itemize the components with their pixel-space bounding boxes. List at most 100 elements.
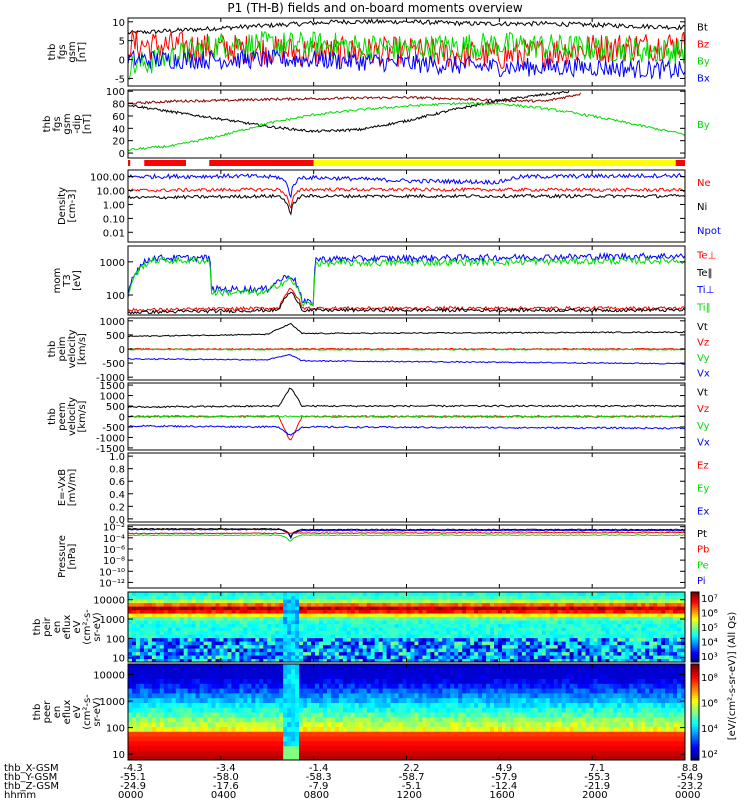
y-axis-label-line: Pressure bbox=[57, 535, 68, 578]
mode-segment bbox=[128, 160, 131, 166]
y-tick-label: 100.00 bbox=[90, 173, 125, 184]
y-axis-label-line: thb bbox=[47, 408, 58, 425]
legend-entry: Vy bbox=[697, 353, 710, 364]
legend-entry: Vx bbox=[697, 368, 710, 379]
y-axis-label-line: en bbox=[52, 621, 63, 634]
legend-entry: Pi bbox=[697, 576, 706, 587]
x-row-label: thb_Z-GSM bbox=[4, 781, 59, 792]
y-axis-label-line: gsm bbox=[62, 113, 73, 134]
y-axis-label-line: thb bbox=[32, 704, 43, 721]
y-tick-label: 5 bbox=[119, 37, 125, 48]
y-tick-label: 60 bbox=[112, 112, 125, 123]
y-axis-label-line: gsm bbox=[67, 41, 78, 62]
y-tick-label: -1000 bbox=[96, 433, 125, 444]
mode-segment bbox=[130, 160, 145, 166]
legend-entry: Ey bbox=[697, 484, 709, 495]
y-axis-label-line: [km/s] bbox=[77, 400, 88, 432]
mode-segment bbox=[144, 160, 187, 166]
legend-entry: Ez bbox=[697, 461, 709, 472]
y-axis-label-line: fgs bbox=[52, 116, 63, 131]
y-axis-label-line: en bbox=[52, 706, 63, 719]
x-row-value: -58.0 bbox=[213, 772, 239, 783]
x-row-value: -58.3 bbox=[306, 772, 332, 783]
panel-4: 100 1000 mom T3 [eV] Te⊥ Te‖ Ti⊥ Ti‖ bbox=[52, 245, 716, 316]
legend-entry: Npot bbox=[697, 226, 721, 237]
y-tick-label: 1.0 bbox=[109, 452, 125, 463]
x-tick-label: 1600 bbox=[489, 790, 514, 800]
y-axis-label-line: thb bbox=[32, 619, 43, 636]
colorbar-tick-label: 10² bbox=[701, 750, 718, 761]
legend-entry: Pt bbox=[697, 529, 707, 540]
y-tick-label: 100 bbox=[106, 724, 125, 735]
legend-entry: Ex bbox=[697, 507, 709, 518]
y-tick-label: 10⁻⁸ bbox=[103, 556, 125, 567]
colorbar-tick-label: 10⁶ bbox=[701, 608, 718, 619]
legend-entry: Ni bbox=[697, 202, 707, 213]
series-line bbox=[128, 424, 685, 436]
y-tick-label: 0 bbox=[119, 345, 125, 356]
legend-entry: Vy bbox=[697, 421, 710, 432]
y-axis-label-line: thb bbox=[47, 44, 58, 61]
series-line bbox=[128, 90, 570, 134]
y-axis-label-line: [nT] bbox=[82, 114, 93, 134]
colorbar-tick-label: 10⁷ bbox=[701, 594, 718, 605]
spectrogram bbox=[128, 664, 685, 760]
y-tick-label: 100 bbox=[106, 291, 125, 302]
y-tick-label: 10000 bbox=[93, 671, 125, 682]
series-line bbox=[128, 172, 685, 199]
series-line bbox=[128, 291, 685, 315]
y-tick-label: 0.6 bbox=[109, 477, 125, 488]
y-tick-label: 0.2 bbox=[109, 502, 125, 513]
colorbar-tick-label: 10⁸ bbox=[701, 673, 718, 684]
y-axis-label-line: velocity bbox=[67, 397, 78, 436]
colorbar-tick-label: 10⁴ bbox=[701, 638, 718, 649]
series-line bbox=[128, 187, 685, 210]
y-tick-label: -500 bbox=[102, 359, 125, 370]
mode-segment bbox=[209, 160, 314, 166]
x-row-value: -21.9 bbox=[584, 781, 610, 792]
y-axis-label-line: Density bbox=[57, 187, 68, 225]
series-line bbox=[128, 322, 685, 338]
x-tick-label: 0400 bbox=[211, 790, 236, 800]
legend-entry: Bz bbox=[697, 40, 709, 51]
colorbar-tick-label: 10⁶ bbox=[701, 698, 718, 709]
y-tick-label: 0.4 bbox=[109, 490, 125, 501]
y-axis-label: thb fgs gsm -dip [nT] bbox=[42, 113, 93, 134]
y-tick-label: 1000 bbox=[100, 615, 125, 626]
series-line bbox=[128, 255, 685, 307]
y-axis-label: thb fgs gsm [nT] bbox=[47, 41, 88, 62]
colorbar-frame bbox=[690, 663, 700, 761]
chart-title: P1 (TH-B) fields and on-board moments ov… bbox=[227, 1, 523, 15]
legend-entry: Bt bbox=[697, 23, 708, 34]
panel-7: 0.0 0.20.4 0.60.8 1.0 E=-VxB [mV/m] Ez Ey Ex bbox=[57, 452, 709, 526]
x-row-value: -23.2 bbox=[677, 781, 703, 792]
y-tick-label: 10.00 bbox=[96, 187, 125, 198]
x-row-value: -7.9 bbox=[309, 781, 329, 792]
panel-10: 10 100 1000 10000 thb peer en eflux eV (cm²-s-sr-… bbox=[32, 663, 686, 761]
y-axis-label-line: [nPa] bbox=[67, 543, 78, 569]
x-row-value: -57.9 bbox=[491, 772, 517, 783]
x-row-value: -55.3 bbox=[584, 772, 610, 783]
y-axis-label-line: (cm²-s- bbox=[82, 609, 93, 645]
x-row-label: thb_Y-GSM bbox=[4, 772, 57, 783]
y-tick-label: -500 bbox=[102, 423, 125, 434]
y-axis-label-line: velocity bbox=[67, 329, 78, 368]
x-row-value: -58.7 bbox=[399, 772, 425, 783]
legend-entry: Bx bbox=[697, 74, 710, 85]
x-axis-annotation: thb_X-GSM -4.3 -3.4 -1.4 2.2 4.9 7.1 8.8 thb_Y-G… bbox=[4, 763, 712, 800]
y-tick-label: 20 bbox=[112, 137, 125, 148]
x-tick-label: 1200 bbox=[397, 790, 422, 800]
y-axis-label-line: eV bbox=[72, 620, 83, 633]
y-axis-label: thb peem velocity [km/s] bbox=[47, 397, 88, 436]
x-row-value: 7.1 bbox=[589, 763, 605, 774]
y-tick-label: 10⁻¹² bbox=[99, 578, 125, 589]
x-row-value: -17.6 bbox=[213, 781, 239, 792]
y-axis-label: E=-VxB [mV/m] bbox=[57, 469, 78, 507]
legend-entry: Vt bbox=[697, 322, 708, 333]
y-axis-label-line: [nT] bbox=[77, 42, 88, 62]
y-axis-label-line: sr-eV) bbox=[92, 697, 103, 726]
y-tick-label: 100 bbox=[106, 87, 125, 98]
y-tick-label: 0.01 bbox=[103, 228, 125, 239]
